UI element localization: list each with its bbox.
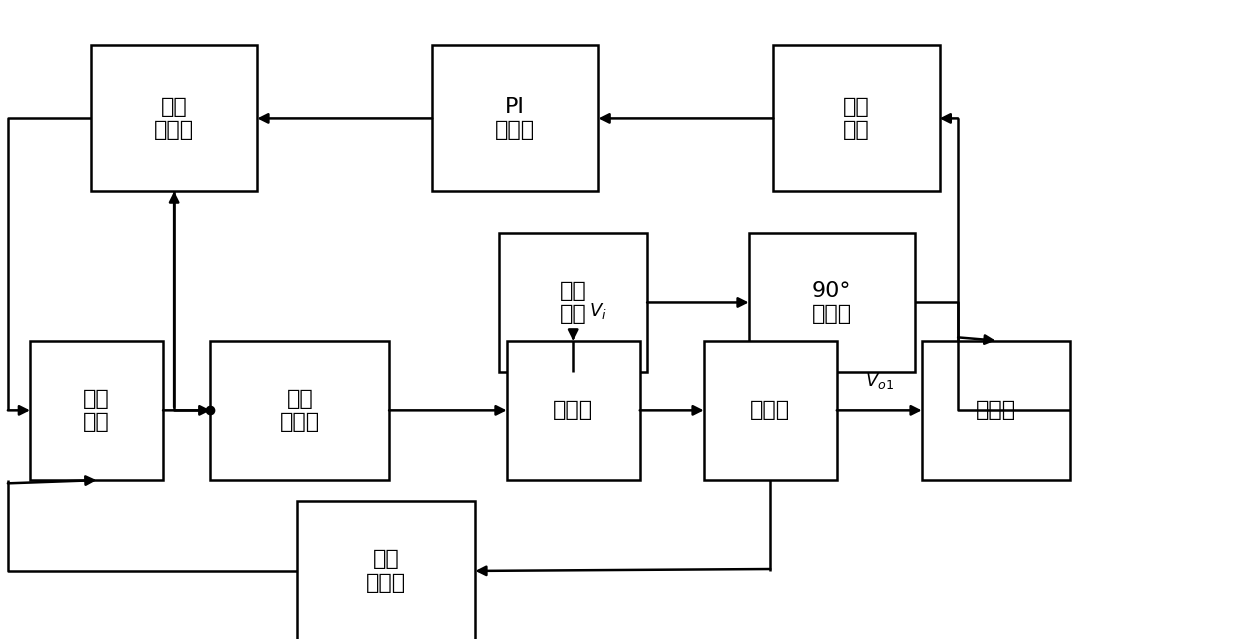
Bar [921, 341, 1070, 480]
Text: PI
控制器: PI 控制器 [495, 97, 536, 140]
Bar [211, 341, 389, 480]
Bar [749, 233, 915, 372]
Text: 检测
机构: 检测 机构 [83, 389, 110, 432]
Bar [296, 501, 475, 640]
Text: 力矩
变换器: 力矩 变换器 [366, 549, 405, 592]
Bar [500, 233, 647, 372]
Text: 校准
信号: 校准 信号 [559, 281, 587, 324]
Bar [704, 341, 837, 480]
Bar [507, 341, 640, 480]
Text: 90°
移相器: 90° 移相器 [812, 281, 852, 324]
Text: 解调器: 解调器 [976, 401, 1016, 421]
Bar [433, 46, 599, 192]
Text: 低通
滤波: 低通 滤波 [843, 97, 869, 140]
Bar [30, 341, 162, 480]
Text: 放大器: 放大器 [750, 401, 790, 421]
Bar [774, 46, 940, 192]
Text: 刚度
调节器: 刚度 调节器 [154, 97, 195, 140]
Text: $V_{o1}$: $V_{o1}$ [864, 371, 894, 392]
Text: 前置
放大器: 前置 放大器 [280, 389, 320, 432]
Bar [91, 46, 257, 192]
Text: $V_i$: $V_i$ [589, 302, 606, 322]
Text: 加法器: 加法器 [553, 401, 593, 421]
